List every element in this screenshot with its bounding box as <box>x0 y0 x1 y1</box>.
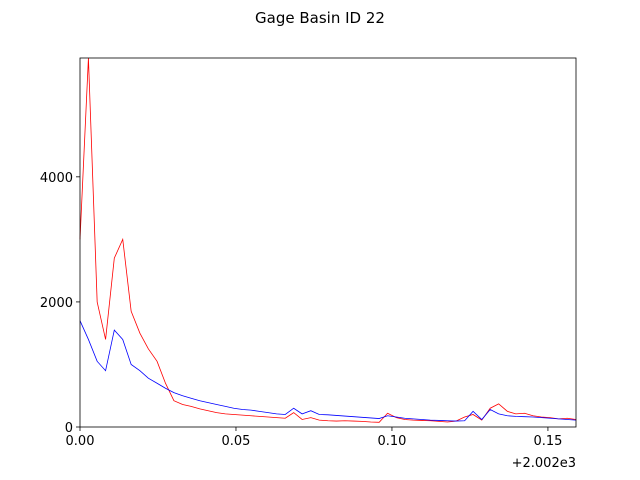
y-tick-label: 4000 <box>40 171 73 186</box>
x-offset-label: +2.002e3 <box>512 456 576 471</box>
x-tick-label: 0.10 <box>377 434 406 449</box>
plot-lines <box>79 57 577 423</box>
y-tick-label: 2000 <box>40 296 73 311</box>
x-tick-label: 0.05 <box>221 434 250 449</box>
series-line-2 <box>79 320 577 422</box>
x-axis: 0.00 0.05 0.10 0.15 <box>66 427 562 449</box>
y-axis: 0 2000 4000 <box>40 171 80 436</box>
x-tick-label: 0.00 <box>66 434 95 449</box>
series-line-1 <box>79 57 577 423</box>
x-tick-label: 0.15 <box>533 434 562 449</box>
chart-title: Gage Basin ID 22 <box>255 9 385 27</box>
plot-frame <box>79 57 577 428</box>
y-tick-label: 0 <box>65 421 73 436</box>
